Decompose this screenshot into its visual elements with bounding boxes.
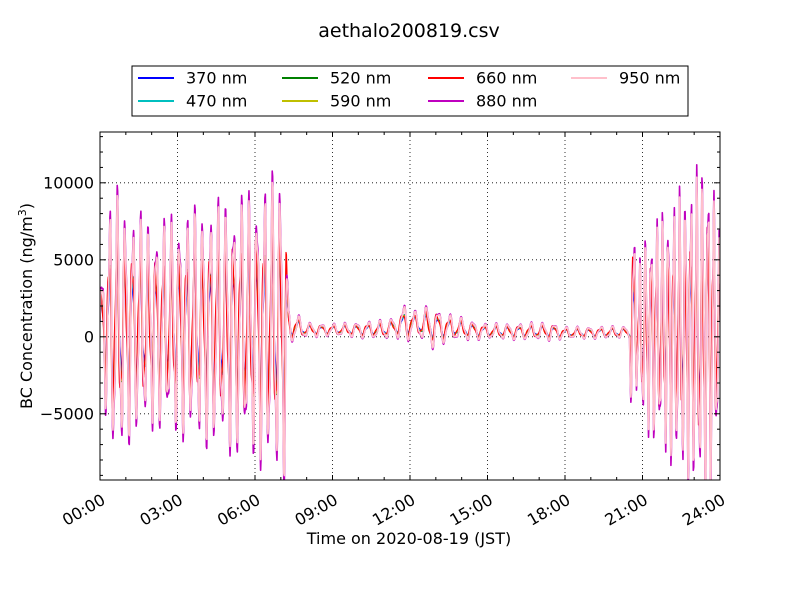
series-line-950-nm	[100, 176, 720, 480]
legend-label: 660 nm	[476, 69, 537, 88]
y-tick-label: −5000	[40, 404, 94, 423]
legend: 370 nm 470 nm 520 nm 590 nm 660 nm 880 nm 950 …	[131, 65, 689, 117]
x-axis-label: Time on 2020-08-19 (JST)	[306, 529, 511, 548]
y-axis-label-main: BC Concentration (ng/m	[17, 216, 36, 409]
data-series-lines	[100, 163, 720, 480]
legend-label: 880 nm	[476, 92, 537, 111]
y-axis-label-superscript: 3	[16, 209, 29, 216]
y-axis-label-tail: )	[17, 203, 36, 209]
legend-frame	[131, 65, 689, 117]
legend-label: 520 nm	[330, 69, 391, 88]
y-tick-label: 10000	[43, 173, 94, 192]
y-axis-label: BC Concentration (ng/m3)	[16, 203, 36, 409]
chart-title: aethalo200819.csv	[318, 20, 500, 42]
legend-label: 470 nm	[186, 92, 247, 111]
legend-label: 370 nm	[186, 69, 247, 88]
grid-lines	[100, 132, 720, 480]
axis-ticks	[99, 132, 721, 480]
legend-label: 950 nm	[619, 69, 680, 88]
legend-label: 590 nm	[330, 92, 391, 111]
y-tick-label: 0	[84, 327, 94, 346]
y-tick-labels: −5000 0 5000 10000	[40, 173, 94, 423]
y-tick-label: 5000	[53, 250, 94, 269]
